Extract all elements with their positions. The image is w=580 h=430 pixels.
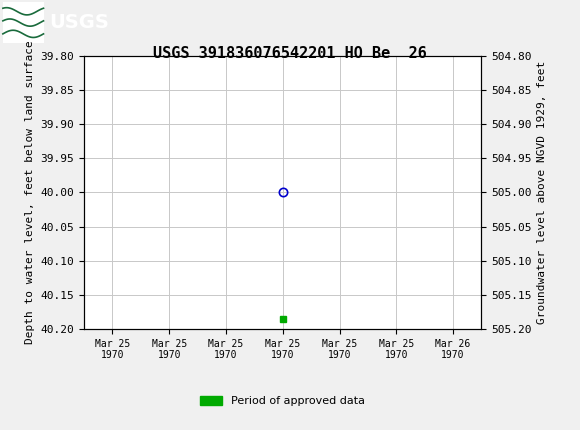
Y-axis label: Groundwater level above NGVD 1929, feet: Groundwater level above NGVD 1929, feet: [537, 61, 547, 324]
Text: USGS 391836076542201 HO Be  26: USGS 391836076542201 HO Be 26: [153, 46, 427, 61]
Y-axis label: Depth to water level, feet below land surface: Depth to water level, feet below land su…: [25, 40, 35, 344]
FancyBboxPatch shape: [3, 2, 43, 43]
Text: USGS: USGS: [49, 13, 109, 32]
Legend: Period of approved data: Period of approved data: [196, 392, 370, 411]
